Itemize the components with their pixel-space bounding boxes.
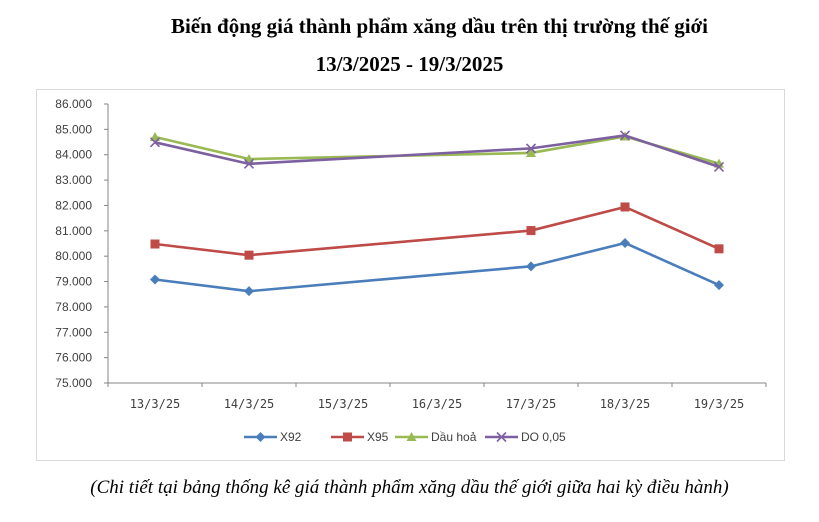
data-point-marker <box>243 158 255 169</box>
legend-label: DO 0,05 <box>521 430 566 444</box>
series-x92 <box>150 237 724 297</box>
legend-item: X95 <box>331 430 389 444</box>
x-tick-label: 16/3/25 <box>412 397 463 411</box>
y-tick-label: 84.000 <box>55 148 92 162</box>
x-tick-label: 15/3/25 <box>318 397 369 411</box>
data-point-marker <box>714 280 724 291</box>
data-point-marker <box>526 261 536 272</box>
x-tick-label: 17/3/25 <box>506 397 557 411</box>
data-point-marker <box>714 244 724 254</box>
x-tick-label: 14/3/25 <box>224 397 275 411</box>
legend-item: Dầu hoả <box>395 430 477 444</box>
series-x95 <box>150 202 724 260</box>
legend-item: X92 <box>244 430 302 444</box>
data-point-marker <box>526 147 536 157</box>
chart-subtitle: 13/3/2025 - 19/3/2025 <box>315 52 504 76</box>
chart-area <box>36 89 785 461</box>
y-tick-label: 82.000 <box>55 198 92 212</box>
y-tick-label: 77.000 <box>55 325 92 339</box>
legend-marker <box>343 432 352 442</box>
series-line <box>154 241 720 293</box>
data-point-marker <box>244 250 254 260</box>
y-axis: 75.000 76.000 77.000 78.000 79.000 80.000 81.0… <box>55 97 109 390</box>
y-tick-label: 80.000 <box>55 249 92 263</box>
legend: X92 X95 Dầu hoả DO 0,05 <box>244 430 566 444</box>
data-point-marker <box>150 239 160 249</box>
data-point-marker <box>244 286 254 297</box>
y-tick-label: 75.000 <box>55 376 92 390</box>
legend-label: Dầu hoả <box>431 430 477 444</box>
series-do-0-05 <box>149 130 725 172</box>
x-axis: 13/3/25 14/3/25 15/3/25 16/3/25 17/3/25 18/3/… <box>107 382 767 411</box>
legend-item: DO 0,05 <box>485 430 566 444</box>
x-tick-label: 18/3/25 <box>600 397 651 411</box>
series-line <box>154 135 720 165</box>
data-point-marker <box>525 143 537 154</box>
chart-title: Biến động giá thành phẩm xăng dầu trên t… <box>170 14 709 38</box>
data-point-marker <box>620 237 630 248</box>
y-tick-label: 85.000 <box>55 122 92 136</box>
data-point-marker <box>150 274 160 285</box>
data-point-marker <box>526 226 536 236</box>
data-point-marker <box>619 130 631 141</box>
data-point-marker <box>713 161 725 172</box>
y-tick-label: 78.000 <box>55 300 92 314</box>
series-group <box>149 130 725 297</box>
x-tick-label: 19/3/25 <box>694 397 745 411</box>
data-point-marker <box>620 202 630 212</box>
y-tick-label: 83.000 <box>55 173 92 187</box>
chart-caption: (Chi tiết tại bảng thống kê giá thành ph… <box>90 477 729 498</box>
y-tick-label: 81.000 <box>55 224 92 238</box>
x-tick-label: 13/3/25 <box>130 397 181 411</box>
legend-marker <box>406 432 417 441</box>
y-tick-label: 86.000 <box>55 97 92 111</box>
legend-label: X95 <box>367 430 389 444</box>
y-tick-label: 76.000 <box>55 351 92 365</box>
legend-marker <box>255 432 266 442</box>
legend-label: X92 <box>280 430 302 444</box>
y-tick-label: 79.000 <box>55 275 92 289</box>
legend-marker <box>496 431 507 443</box>
data-point-marker <box>149 137 161 148</box>
